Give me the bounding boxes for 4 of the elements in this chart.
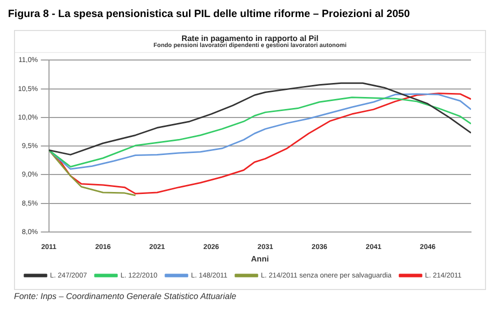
x-axis-title: Anni [251, 254, 269, 264]
chart-subtitle: Rate in pagamento in rapporto al Pil [182, 34, 320, 43]
source-note: Fonte: Inps – Coordinamento Generale Statistico Attuariale [14, 291, 238, 301]
chart-title: Figura 8 - La spesa pensionistica sul PIL delle ultime riforme – Proiezioni al 2050 [8, 8, 411, 20]
